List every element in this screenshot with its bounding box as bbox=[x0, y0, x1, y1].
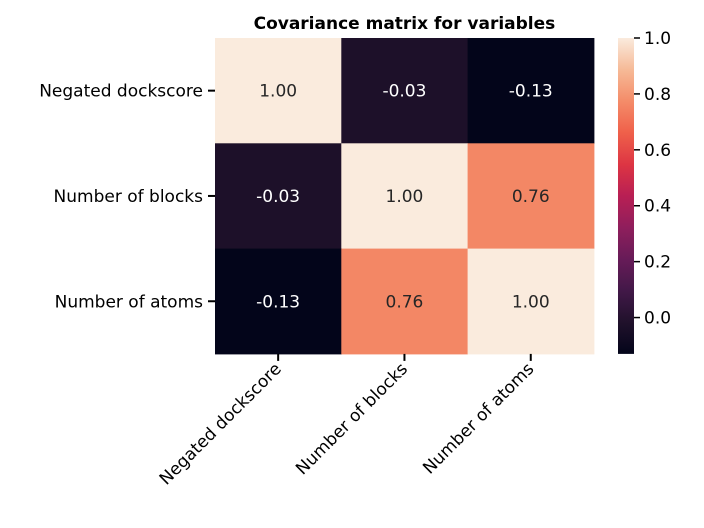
cell-value-label: 1.00 bbox=[386, 187, 424, 207]
x-tick-label: Negated dockscore bbox=[156, 359, 286, 489]
x-axis: Negated dockscore Number of blocks Number … bbox=[156, 353, 538, 489]
colorbar: 0.0 0.2 0.4 0.6 0.8 1.0 bbox=[618, 29, 671, 354]
y-tick-label: Number of atoms bbox=[55, 292, 204, 312]
cell-value-label: 1.00 bbox=[512, 292, 550, 312]
heatmap-cell bbox=[467, 143, 595, 250]
y-axis: Negated dockscore Number of blocks Number … bbox=[39, 82, 215, 312]
colorbar-tick-label: 0.8 bbox=[644, 85, 671, 105]
cell-value-label: 0.76 bbox=[512, 187, 550, 207]
cell-value-label: 1.00 bbox=[259, 82, 297, 102]
heatmap-cells: 1.00 -0.03 -0.13 -0.03 1.00 0.76 -0.13 0.76 1.00 bbox=[215, 38, 595, 355]
heatmap-cell bbox=[341, 143, 469, 250]
colorbar-tick-label: 0.2 bbox=[644, 253, 671, 273]
heatmap-cell bbox=[215, 248, 342, 355]
heatmap-cell bbox=[215, 143, 342, 250]
heatmap-cell bbox=[341, 248, 469, 355]
cell-value-label: -0.03 bbox=[382, 82, 426, 102]
colorbar-tick-label: 0.0 bbox=[644, 309, 671, 329]
x-tick-label: Number of blocks bbox=[292, 359, 412, 479]
heatmap-cell bbox=[467, 248, 595, 355]
y-tick-label: Number of blocks bbox=[54, 187, 204, 207]
cell-value-label: -0.13 bbox=[256, 292, 300, 312]
y-tick-label: Negated dockscore bbox=[39, 82, 203, 102]
heatmap-cell bbox=[467, 38, 595, 144]
cell-value-label: -0.03 bbox=[256, 187, 300, 207]
chart-title: Covariance matrix for variables bbox=[254, 14, 556, 34]
colorbar-tick-label: 1.0 bbox=[644, 29, 671, 49]
cell-value-label: -0.13 bbox=[509, 82, 553, 102]
heatmap-cell bbox=[341, 38, 469, 144]
colorbar-gradient bbox=[618, 38, 634, 354]
x-tick-label: Number of atoms bbox=[419, 359, 538, 478]
colorbar-tick-label: 0.6 bbox=[644, 141, 671, 161]
colorbar-tick-label: 0.4 bbox=[644, 197, 671, 217]
cell-value-label: 0.76 bbox=[386, 292, 424, 312]
heatmap-cell bbox=[215, 38, 342, 144]
